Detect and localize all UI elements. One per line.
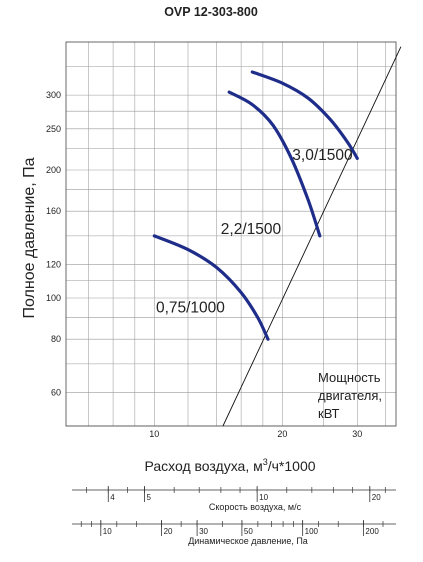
y-tick-label: 160 (46, 206, 61, 216)
scale-tick-label: 20 (164, 527, 173, 536)
scale-tick-label: 30 (199, 527, 208, 536)
x-axis-ticks: 10 20 30 (149, 429, 362, 439)
scale-tick-label: 5 (147, 493, 152, 502)
scale-tick-label: 20 (372, 493, 381, 502)
y-tick-label: 80 (51, 334, 61, 344)
scale-tick-label: 200 (365, 527, 379, 536)
fan-curve-2 (227, 90, 322, 238)
scale-tick-label: 50 (244, 527, 253, 536)
curve-label: 3,0/1500 (292, 147, 353, 164)
x-tick-label: 10 (149, 429, 159, 439)
fan-curves (152, 70, 359, 341)
scale-tick-label: 100 (305, 527, 319, 536)
fan-curve-3 (250, 70, 359, 160)
y-tick-label: 60 (51, 387, 61, 397)
x-tick-label: 30 (352, 429, 362, 439)
scale-tick-label: 4 (110, 493, 115, 502)
plot-area-frame (65, 41, 397, 427)
annotation-motor-power: Мощность двигателя, кВТ (318, 370, 386, 421)
scale-tick-label: 10 (259, 493, 268, 502)
motor-power-line (222, 46, 402, 427)
y-tick-label: 300 (46, 90, 61, 100)
curve-label: 2,2/1500 (221, 221, 282, 238)
velocity-scale-label: Скорость воздуха, м/с (209, 502, 302, 512)
y-tick-label: 100 (46, 293, 61, 303)
y-tick-label: 120 (46, 259, 61, 269)
dynamic-pressure-scale: 10 20 30 50 100 200 Динамическое давление, Па (72, 520, 396, 546)
y-tick-label: 250 (46, 124, 61, 134)
curve-labels: 0,75/1000 2,2/1500 3,0/1500 (156, 147, 353, 316)
x-tick-label: 20 (277, 429, 287, 439)
curve-label: 0,75/1000 (156, 299, 225, 316)
y-axis-ticks: 60 80 100 120 160 200 250 300 (46, 90, 61, 397)
y-tick-label: 200 (46, 165, 61, 175)
velocity-scale: 4 5 10 20 Скорость воздуха, м/с (72, 486, 396, 512)
dynamic-pressure-scale-label: Динамическое давление, Па (188, 536, 308, 546)
y-axis-label: Полное давление, Па (21, 157, 38, 318)
chart-title: OVP 12-303-800 (164, 5, 258, 19)
fan-curve-1 (152, 234, 270, 341)
scale-tick-label: 10 (103, 527, 112, 536)
x-axis-label: Расход воздуха, м3/ч*1000 (144, 457, 315, 474)
